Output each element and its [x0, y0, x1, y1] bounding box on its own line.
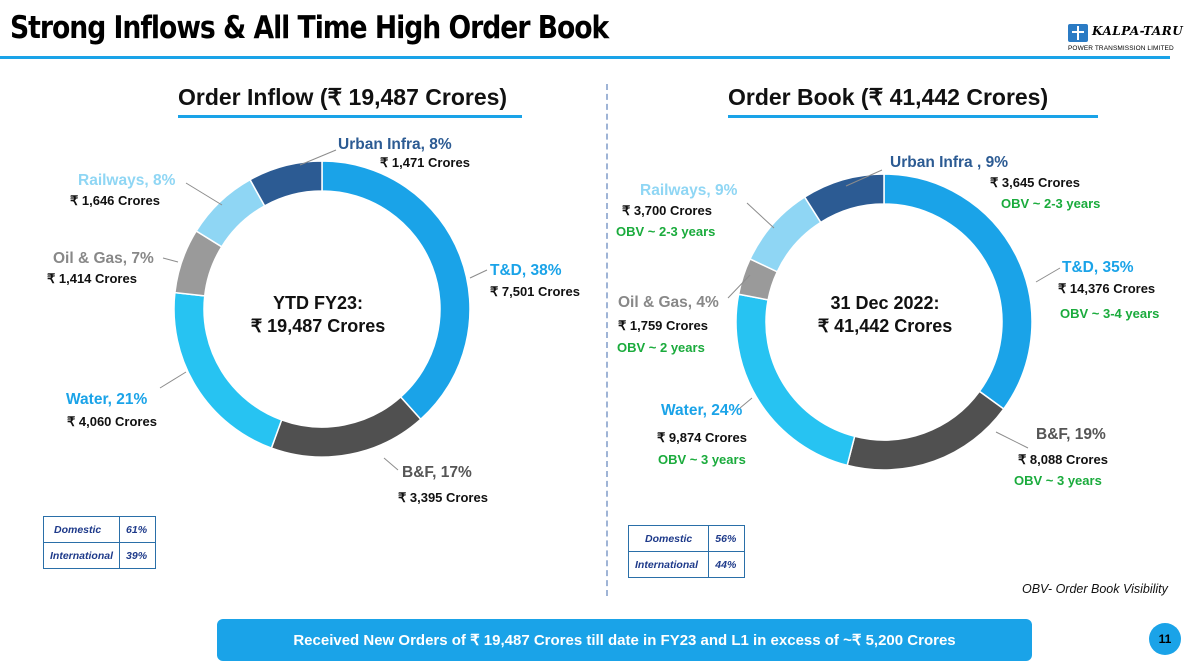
inflow-label-rail: Railways, 8% ₹ 1,646 Crores	[70, 172, 176, 209]
orderbook-name-td: T&D, 35%	[1062, 259, 1134, 276]
leader-line	[159, 371, 187, 389]
orderbook-split-table: Domestic 56% International 44%	[627, 525, 746, 578]
inflow-value-urban: ₹ 1,471 Crores	[380, 155, 470, 170]
inflow-name-urban: Urban Infra, 8%	[338, 136, 452, 153]
inflow-label-td: T&D, 38% ₹ 7,501 Crores	[490, 262, 580, 300]
table-row: International 39%	[42, 542, 157, 569]
title-rule	[0, 56, 1170, 59]
inflow-center-line1: YTD FY23:	[272, 293, 364, 313]
orderbook-donut	[735, 173, 1033, 471]
orderbook-obv-oil: OBV ~ 2 years	[617, 340, 705, 355]
orderbook-value-rail: ₹ 3,700 Crores	[622, 203, 712, 218]
inflow-value-rail: ₹ 1,646 Crores	[70, 193, 160, 208]
orderbook-label-rail: Railways, 9% ₹ 3,700 Crores OBV ~ 2-3 ye…	[616, 182, 738, 239]
orderbook-center-line1: 31 Dec 2022:	[830, 293, 940, 313]
orderbook-name-water: Water, 24%	[661, 402, 743, 419]
inflow-slice-td	[321, 160, 471, 421]
inflow-value-td: ₹ 7,501 Crores	[490, 284, 580, 299]
inflow-split-domestic-value: 61%	[119, 516, 157, 543]
orderbook-slice-bf	[846, 390, 1005, 471]
inflow-label-water: Water, 21% ₹ 4,060 Crores	[66, 391, 157, 430]
inflow-donut	[173, 160, 471, 458]
leader-line	[845, 169, 883, 187]
orderbook-value-water: ₹ 9,874 Crores	[657, 430, 747, 445]
inflow-value-water: ₹ 4,060 Crores	[67, 414, 157, 429]
leader-line	[299, 149, 337, 166]
inflow-slice-bf	[270, 395, 422, 458]
orderbook-center-line2: ₹ 41,442 Crores	[817, 316, 953, 336]
inflow-name-td: T&D, 38%	[490, 262, 562, 279]
orderbook-name-oil: Oil & Gas, 4%	[618, 294, 719, 311]
orderbook-split-domestic-label: Domestic	[627, 525, 710, 552]
orderbook-name-urban: Urban Infra , 9%	[890, 154, 1008, 171]
orderbook-title-underline	[728, 115, 1098, 118]
leader-lines	[159, 149, 1061, 471]
inflow-center-text: YTD FY23: ₹ 19,487 Crores	[218, 292, 418, 338]
orderbook-split-domestic-value: 56%	[708, 525, 746, 552]
orderbook-value-urban: ₹ 3,645 Crores	[990, 175, 1080, 190]
leader-line	[727, 274, 751, 299]
orderbook-name-bf: B&F, 19%	[1036, 426, 1106, 443]
inflow-name-bf: B&F, 17%	[402, 464, 472, 481]
leader-line	[383, 457, 399, 471]
logo-mark-icon	[1068, 24, 1088, 42]
leader-line	[162, 257, 179, 263]
leader-line	[739, 397, 753, 409]
inflow-slice-urban	[249, 160, 323, 207]
inflow-label-bf: B&F, 17% ₹ 3,395 Crores	[398, 464, 488, 506]
inflow-name-water: Water, 21%	[66, 391, 148, 408]
inflow-center-line2: ₹ 19,487 Crores	[250, 316, 386, 336]
inflow-title-underline	[178, 115, 522, 118]
orderbook-obv-urban: OBV ~ 2-3 years	[1001, 196, 1101, 211]
inflow-value-oil: ₹ 1,414 Crores	[47, 271, 137, 286]
orderbook-split-international-label: International	[627, 551, 710, 578]
inflow-split-domestic-label: Domestic	[42, 516, 121, 543]
orderbook-label-urban: Urban Infra , 9% ₹ 3,645 Crores OBV ~ 2-…	[890, 154, 1100, 211]
orderbook-name-rail: Railways, 9%	[640, 182, 738, 199]
orderbook-label-td: T&D, 35% ₹ 14,376 Crores OBV ~ 3-4 years	[1058, 259, 1160, 321]
orderbook-split-international-value: 44%	[708, 551, 746, 578]
leader-line	[995, 431, 1029, 449]
orderbook-label-oil: Oil & Gas, 4% ₹ 1,759 Crores OBV ~ 2 yea…	[617, 294, 719, 355]
inflow-slice-rail	[195, 178, 266, 248]
table-row: Domestic 61%	[42, 516, 157, 543]
orderbook-title: Order Book (₹ 41,442 Crores)	[728, 84, 1049, 110]
orderbook-obv-water: OBV ~ 3 years	[658, 452, 746, 467]
leader-line	[185, 182, 223, 206]
inflow-label-oil: Oil & Gas, 7% ₹ 1,414 Crores	[47, 250, 154, 287]
summary-banner: Received New Orders of ₹ 19,487 Crores t…	[217, 619, 1032, 661]
page-title: Strong Inflows & All Time High Order Boo…	[10, 10, 609, 46]
orderbook-obv-bf: OBV ~ 3 years	[1014, 473, 1102, 488]
inflow-name-oil: Oil & Gas, 7%	[53, 250, 154, 267]
obv-footnote: OBV- Order Book Visibility	[1022, 582, 1168, 596]
company-logo: KALPA-TARU POWER TRANSMISSION LIMITED	[1068, 22, 1190, 58]
inflow-value-bf: ₹ 3,395 Crores	[398, 490, 488, 505]
orderbook-value-oil: ₹ 1,759 Crores	[618, 318, 708, 333]
page-number: 11	[1149, 623, 1181, 655]
inflow-split-international-label: International	[42, 542, 121, 569]
inflow-label-urban: Urban Infra, 8% ₹ 1,471 Crores	[338, 136, 470, 171]
orderbook-obv-rail: OBV ~ 2-3 years	[616, 224, 716, 239]
leader-line	[469, 269, 488, 279]
leader-line	[746, 202, 775, 229]
leader-line	[1035, 267, 1061, 283]
table-row: International 44%	[627, 551, 746, 578]
orderbook-label-bf: B&F, 19% ₹ 8,088 Crores OBV ~ 3 years	[1014, 426, 1108, 488]
inflow-title: Order Inflow (₹ 19,487 Crores)	[178, 84, 508, 110]
inflow-split-international-value: 39%	[119, 542, 157, 569]
inflow-split-table: Domestic 61% International 39%	[42, 516, 157, 569]
inflow-name-rail: Railways, 8%	[78, 172, 176, 189]
orderbook-center-text: 31 Dec 2022: ₹ 41,442 Crores	[785, 292, 985, 338]
logo-name: KALPA-TARU	[1092, 24, 1184, 38]
panel-divider	[606, 84, 608, 596]
orderbook-slice-urban	[803, 173, 885, 224]
orderbook-slice-rail	[749, 196, 822, 273]
logo-subtitle: POWER TRANSMISSION LIMITED	[1068, 45, 1174, 52]
orderbook-obv-td: OBV ~ 3-4 years	[1060, 306, 1160, 321]
orderbook-value-td: ₹ 14,376 Crores	[1058, 281, 1156, 296]
table-row: Domestic 56%	[627, 525, 746, 552]
orderbook-value-bf: ₹ 8,088 Crores	[1018, 452, 1108, 467]
orderbook-label-water: Water, 24% ₹ 9,874 Crores OBV ~ 3 years	[657, 402, 747, 467]
